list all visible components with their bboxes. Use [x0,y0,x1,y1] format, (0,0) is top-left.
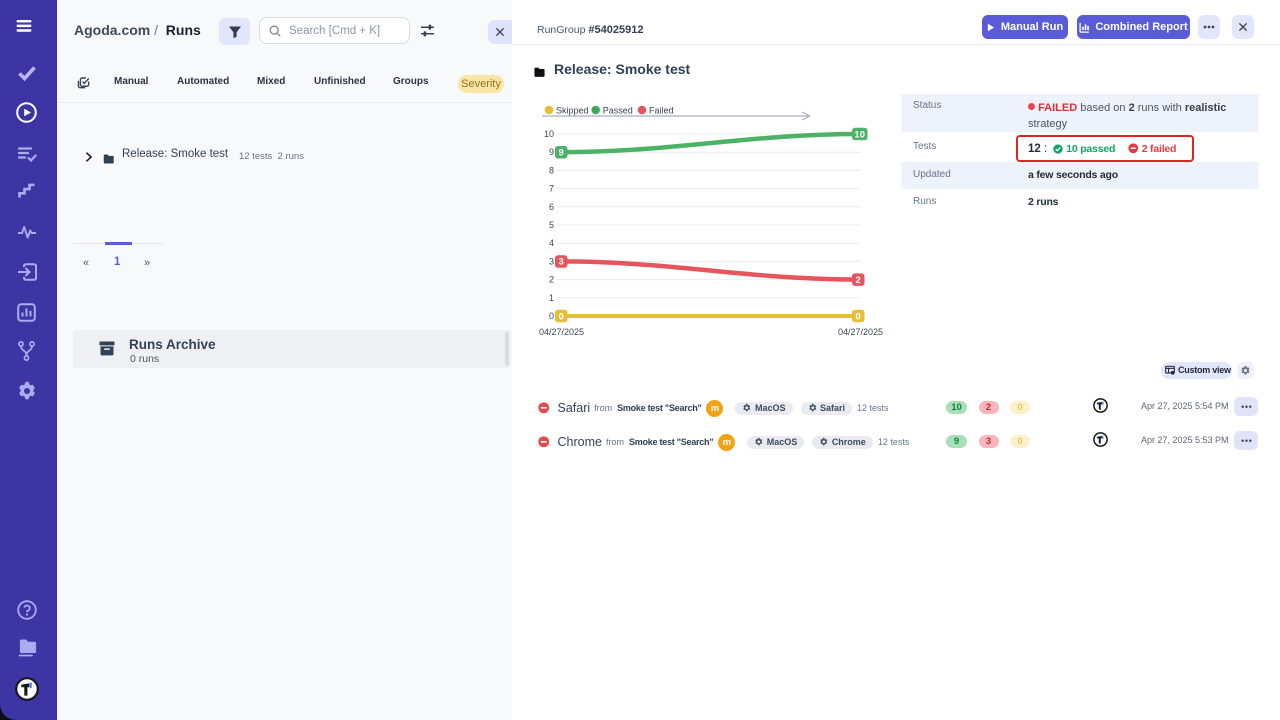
svg-text:Skipped: Skipped [556,106,589,116]
svg-text:5: 5 [549,220,554,230]
svg-text:0: 0 [549,311,554,321]
svg-text:10: 10 [854,129,865,140]
svg-text:3: 3 [549,256,554,266]
svg-text:04/27/2025: 04/27/2025 [539,327,584,337]
svg-text:8: 8 [549,165,554,175]
svg-text:1: 1 [549,293,554,303]
svg-text:Failed: Failed [649,106,674,116]
svg-text:2: 2 [856,275,861,286]
svg-text:4: 4 [549,238,554,248]
svg-text:0: 0 [559,311,564,322]
svg-text:04/27/2025: 04/27/2025 [838,327,883,337]
svg-text:9: 9 [559,148,564,159]
svg-text:Passed: Passed [603,106,633,116]
svg-text:7: 7 [549,184,554,194]
svg-text:2: 2 [549,275,554,285]
svg-text:0: 0 [856,311,861,322]
svg-text:10: 10 [544,129,554,139]
svg-text:3: 3 [559,257,564,268]
svg-text:9: 9 [549,147,554,157]
svg-text:6: 6 [549,202,554,212]
